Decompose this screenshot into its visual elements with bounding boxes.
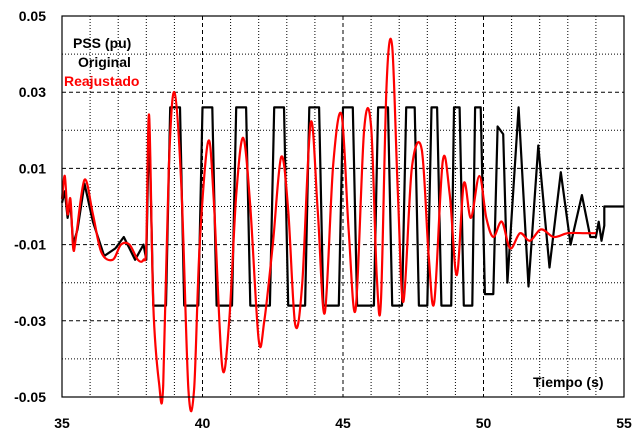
major-gridlines <box>62 16 624 397</box>
y-tick-labels: 0.05 0.03 0.01 -0.01 -0.03 -0.05 <box>14 8 46 405</box>
y-axis-label: PSS (pu) <box>73 35 131 51</box>
x-tick-label: 45 <box>335 415 351 431</box>
series-line-reajustado <box>60 37 596 413</box>
y-tick-label: 0.01 <box>19 160 46 176</box>
plot-frame <box>61 15 625 398</box>
x-axis-label: Tiempo (s) <box>533 374 604 390</box>
y-tick-label: -0.05 <box>14 389 46 405</box>
y-tick-label: -0.03 <box>14 313 46 329</box>
x-tick-label: 55 <box>616 415 632 431</box>
legend-original: Original <box>78 54 131 70</box>
series-layer <box>60 37 624 413</box>
x-tick-label: 50 <box>476 415 492 431</box>
y-tick-label: -0.01 <box>14 237 46 253</box>
y-tick-label: 0.05 <box>19 8 46 24</box>
x-tick-label: 35 <box>54 415 70 431</box>
legend-reajustado: Reajustado <box>64 73 139 89</box>
y-tick-label: 0.03 <box>19 84 46 100</box>
x-tick-label: 40 <box>195 415 211 431</box>
x-tick-labels: 35 40 45 50 55 <box>54 415 632 431</box>
